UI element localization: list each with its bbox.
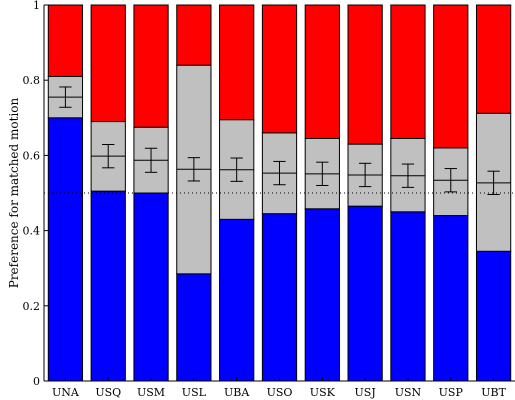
bars-layer — [47, 4, 512, 382]
x-tick-label-USK: USK — [310, 386, 336, 399]
y-tick-label-0.4: 0.4 — [23, 225, 41, 238]
bar-UBT-segment-2 — [475, 4, 512, 114]
bar-USP-segment-0 — [433, 215, 469, 382]
x-tick-label-USL: USL — [182, 386, 207, 399]
bar-USL-segment-0 — [176, 273, 212, 382]
bar-USK-segment-2 — [304, 4, 340, 139]
y-axis-label: Preference for matched motion — [7, 97, 21, 288]
bar-USJ-segment-2 — [347, 4, 383, 145]
x-tick-label-USP: USP — [439, 386, 464, 399]
bar-USL-segment-2 — [176, 4, 212, 66]
bar-USN-segment-2 — [390, 4, 426, 139]
bar-USO-segment-2 — [261, 4, 298, 134]
bar-USJ-segment-0 — [347, 205, 383, 382]
x-tick-label-UNA: UNA — [52, 386, 80, 399]
bar-USM-segment-0 — [133, 192, 169, 382]
bar-UBT-segment-0 — [475, 250, 512, 382]
bar-UNA-segment-0 — [47, 117, 84, 382]
x-tick-label-USJ: USJ — [355, 386, 376, 399]
bar-USM-segment-2 — [133, 4, 169, 128]
y-tick-label-0.6: 0.6 — [23, 149, 41, 162]
y-tick-label-0: 0 — [33, 375, 40, 388]
bar-USK-segment-0 — [304, 208, 340, 382]
y-tick-label-0.2: 0.2 — [23, 300, 41, 313]
x-axis-ticks: UNA USQ USM USL UBA USO USK USJ USN USP UBT — [52, 377, 507, 399]
x-tick-label-USN: USN — [395, 386, 422, 399]
x-tick-label-USQ: USQ — [95, 386, 121, 399]
bar-UBA-segment-2 — [219, 4, 255, 121]
error-bars-layer — [48, 86, 511, 196]
y-axis-ticks: 0 0.2 0.4 0.6 0.8 1 — [23, 0, 48, 388]
x-tick-label-USM: USM — [137, 386, 165, 399]
bar-USN-segment-0 — [390, 211, 426, 382]
bar-USQ-segment-0 — [90, 190, 126, 382]
y-tick-label-1: 1 — [33, 0, 40, 12]
bar-UBA-segment-0 — [219, 218, 255, 382]
x-tick-label-UBT: UBT — [481, 386, 506, 399]
bar-USQ-segment-2 — [90, 4, 126, 123]
x-tick-label-UBA: UBA — [224, 386, 250, 399]
x-tick-label-USO: USO — [267, 386, 293, 399]
y-tick-label-0.8: 0.8 — [23, 74, 41, 87]
bar-USO-segment-0 — [261, 213, 298, 382]
bar-USP-segment-2 — [433, 4, 469, 149]
bar-UNA-segment-2 — [47, 4, 84, 77]
